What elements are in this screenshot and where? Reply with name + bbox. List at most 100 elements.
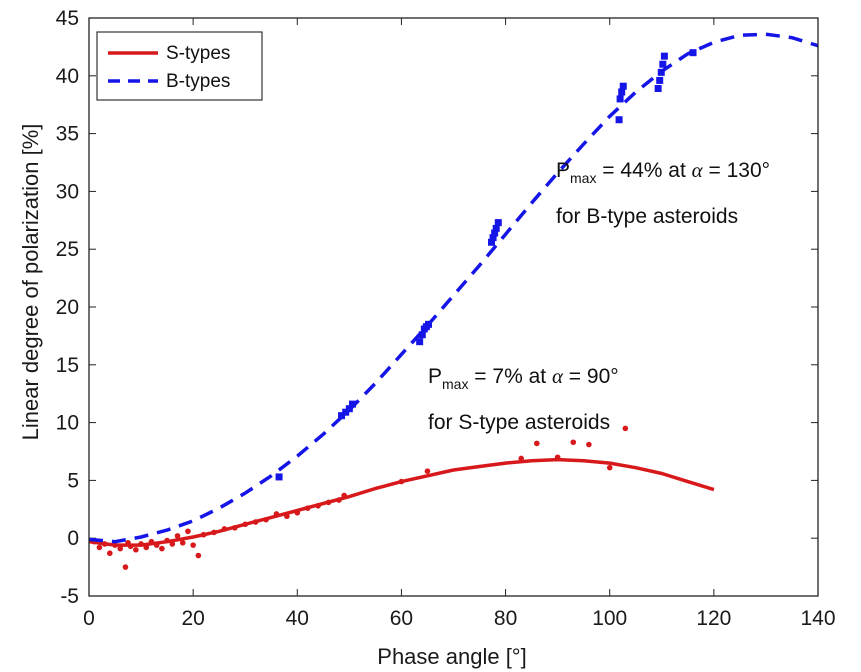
data-point-b-types	[348, 400, 356, 408]
y-axis-title: Linear degree of polarization [%]	[18, 124, 43, 441]
data-point-s-types	[252, 519, 259, 525]
annotation-b-line1: Pmax = 44% at α = 130°	[556, 158, 770, 186]
data-point-s-types	[138, 541, 144, 547]
data-point-b-types	[488, 238, 496, 246]
y-tick-label: 45	[56, 7, 79, 30]
data-point-s-types	[96, 544, 103, 551]
y-tick-label: 25	[56, 238, 79, 261]
x-tick-label: 140	[800, 607, 835, 630]
annotation-s-types: Pmax = 7% at α = 90° for S-type asteroid…	[428, 364, 619, 434]
x-axis-title: Phase angle [°]	[377, 644, 526, 669]
data-point-s-types	[133, 546, 139, 553]
data-point-s-types	[143, 544, 150, 551]
data-point-b-types	[492, 224, 500, 232]
data-point-b-types	[657, 68, 665, 76]
annotation-b-types: Pmax = 44% at α = 130° for B-type astero…	[556, 158, 770, 228]
annotation-b-alpha: α	[692, 158, 704, 182]
y-tick-label: -5	[60, 585, 79, 608]
data-point-s-types	[200, 531, 207, 538]
plot-area	[89, 18, 818, 596]
annotation-b-p: P	[556, 159, 570, 182]
data-point-s-types	[570, 439, 577, 446]
data-point-s-types	[518, 455, 524, 462]
legend-box	[96, 31, 263, 101]
x-tick-label: 100	[592, 607, 627, 630]
data-point-s-types	[341, 492, 347, 499]
data-point-s-types	[221, 526, 228, 532]
data-point-s-types	[606, 464, 613, 471]
data-point-b-types	[615, 116, 623, 124]
data-point-s-types	[273, 511, 280, 517]
x-tick-label: 60	[390, 607, 413, 630]
data-point-s-types	[284, 513, 290, 520]
data-point-s-types	[153, 542, 160, 548]
data-point-s-types	[122, 564, 129, 570]
data-point-b-types	[619, 82, 627, 90]
series-line-b-types	[88, 32, 819, 544]
data-point-s-types	[315, 503, 321, 509]
legend-label-s-types: S-types	[166, 43, 230, 64]
annotation-b-angle: = 130°	[703, 159, 770, 182]
data-point-s-types	[325, 499, 332, 506]
data-point-s-types	[586, 441, 592, 448]
data-point-b-types	[659, 60, 667, 68]
data-point-b-types	[342, 408, 350, 416]
legend-label-b-types: B-types	[166, 71, 230, 92]
data-point-b-types	[418, 331, 426, 339]
annotation-s-line2: for S-type asteroids	[428, 411, 610, 434]
data-point-b-types	[656, 76, 664, 84]
data-point-s-types	[101, 541, 108, 547]
data-point-s-types	[190, 542, 196, 548]
data-point-s-types	[294, 509, 301, 516]
data-point-s-types	[148, 538, 155, 545]
x-tick-label: 80	[494, 607, 517, 630]
annotation-b-line2: for B-type asteroids	[556, 205, 738, 228]
x-tick-label: 40	[286, 607, 309, 630]
y-tick-label: 5	[67, 469, 79, 492]
data-point-s-types	[336, 497, 342, 503]
data-point-s-types	[179, 540, 186, 546]
data-point-b-types	[345, 405, 353, 413]
y-tick-label: 35	[56, 123, 79, 146]
data-point-b-types	[489, 234, 497, 242]
data-point-b-types	[416, 338, 424, 346]
x-tick-label: 120	[696, 607, 731, 630]
data-point-s-types	[242, 521, 249, 528]
data-point-s-types	[263, 516, 269, 523]
y-tick-label: 0	[67, 527, 79, 550]
data-point-b-types	[494, 219, 502, 227]
annotation-b-value: = 44% at	[596, 159, 691, 182]
y-tick-label: 15	[56, 354, 79, 377]
x-tick-label: 20	[181, 607, 204, 630]
data-point-s-types	[127, 543, 134, 550]
data-point-s-types	[159, 545, 165, 552]
data-point-b-types	[275, 473, 283, 481]
annotation-s-line1: Pmax = 7% at α = 90°	[428, 364, 619, 392]
data-point-s-types	[554, 454, 561, 461]
y-tick-label: 10	[56, 412, 79, 435]
annotation-s-p: P	[428, 365, 442, 388]
y-tick-label: 30	[56, 180, 79, 203]
data-point-s-types	[424, 468, 431, 474]
annotation-s-value: = 7% at	[468, 365, 551, 388]
data-point-s-types	[164, 537, 170, 544]
y-tick-label: 40	[56, 65, 79, 88]
data-point-b-types	[616, 95, 624, 103]
data-point-s-types	[112, 542, 118, 548]
data-point-s-types	[534, 440, 540, 447]
data-point-s-types	[304, 505, 311, 511]
data-point-s-types	[211, 529, 217, 536]
annotation-s-alpha: α	[552, 364, 564, 388]
data-point-b-types	[338, 412, 346, 420]
data-point-s-types	[117, 545, 124, 552]
annotation-s-p-sub: max	[442, 376, 468, 392]
data-point-b-types	[660, 52, 668, 60]
data-point-s-types	[398, 478, 405, 485]
data-point-b-types	[618, 88, 626, 96]
data-point-b-types	[425, 320, 433, 328]
data-point-b-types	[491, 229, 499, 237]
data-point-s-types	[107, 550, 113, 557]
y-tick-label: 20	[56, 296, 79, 319]
x-tick-label: 0	[83, 607, 95, 630]
